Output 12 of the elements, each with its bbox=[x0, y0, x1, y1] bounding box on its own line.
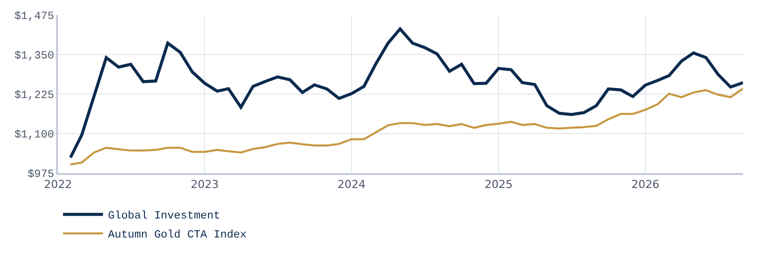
line-series bbox=[68, 27, 743, 160]
legend-label: Autumn Gold CTA Index bbox=[108, 230, 248, 242]
y-tick-label: $1,475 bbox=[14, 10, 54, 23]
y-tick-label: $1,350 bbox=[14, 50, 54, 62]
y-tick-label: $1,100 bbox=[14, 129, 54, 142]
legend-label: Global Investment bbox=[108, 210, 220, 223]
y-tick-label: $1,225 bbox=[14, 90, 54, 102]
x-tick-label: 2024 bbox=[337, 178, 366, 191]
line-series bbox=[69, 88, 743, 166]
x-tick-label: 2023 bbox=[190, 178, 219, 191]
x-tick-label: 2025 bbox=[484, 178, 513, 191]
x-tick-label: 2026 bbox=[631, 178, 660, 191]
